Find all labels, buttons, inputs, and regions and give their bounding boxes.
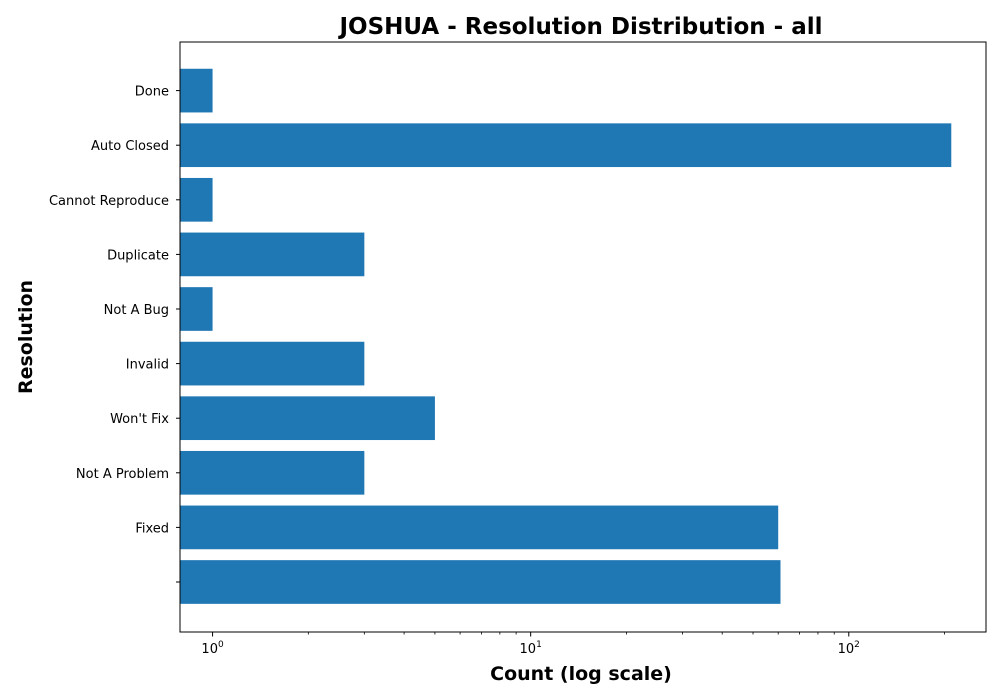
y-tick-label: Not A Problem xyxy=(76,467,169,482)
y-tick-label: Auto Closed xyxy=(91,139,169,154)
bar xyxy=(180,560,781,604)
plot-frame xyxy=(179,41,987,633)
bar xyxy=(180,396,435,441)
y-tick-label: Done xyxy=(135,85,169,100)
y-tick-label: Cannot Reproduce xyxy=(49,194,169,209)
bar xyxy=(180,341,365,386)
x-axis-ticks: 100 101 102 xyxy=(201,632,945,657)
x-axis-title: Count (log scale) xyxy=(490,663,672,685)
bars-group xyxy=(180,68,952,604)
bar xyxy=(180,123,952,168)
y-tick-label: Fixed xyxy=(135,521,169,536)
y-tick-label: Not A Bug xyxy=(104,303,169,318)
y-axis-ticks: Fixed Not A Problem Won't Fix Invalid Not A … xyxy=(49,85,180,583)
y-tick-label: Duplicate xyxy=(107,248,169,263)
bar xyxy=(180,177,213,222)
y-tick-label: Invalid xyxy=(126,358,169,373)
bar xyxy=(180,68,213,113)
bar xyxy=(180,232,365,277)
chart-title: JOSHUA - Resolution Distribution - all xyxy=(338,14,823,40)
x-tick-label: 102 xyxy=(838,640,860,657)
bar xyxy=(180,505,779,550)
y-tick-label: Won't Fix xyxy=(110,412,169,427)
x-tick-label: 100 xyxy=(201,640,224,657)
bar xyxy=(180,450,365,495)
bar xyxy=(180,287,213,331)
y-axis-title: Resolution xyxy=(15,280,37,394)
x-tick-label: 101 xyxy=(520,640,542,657)
